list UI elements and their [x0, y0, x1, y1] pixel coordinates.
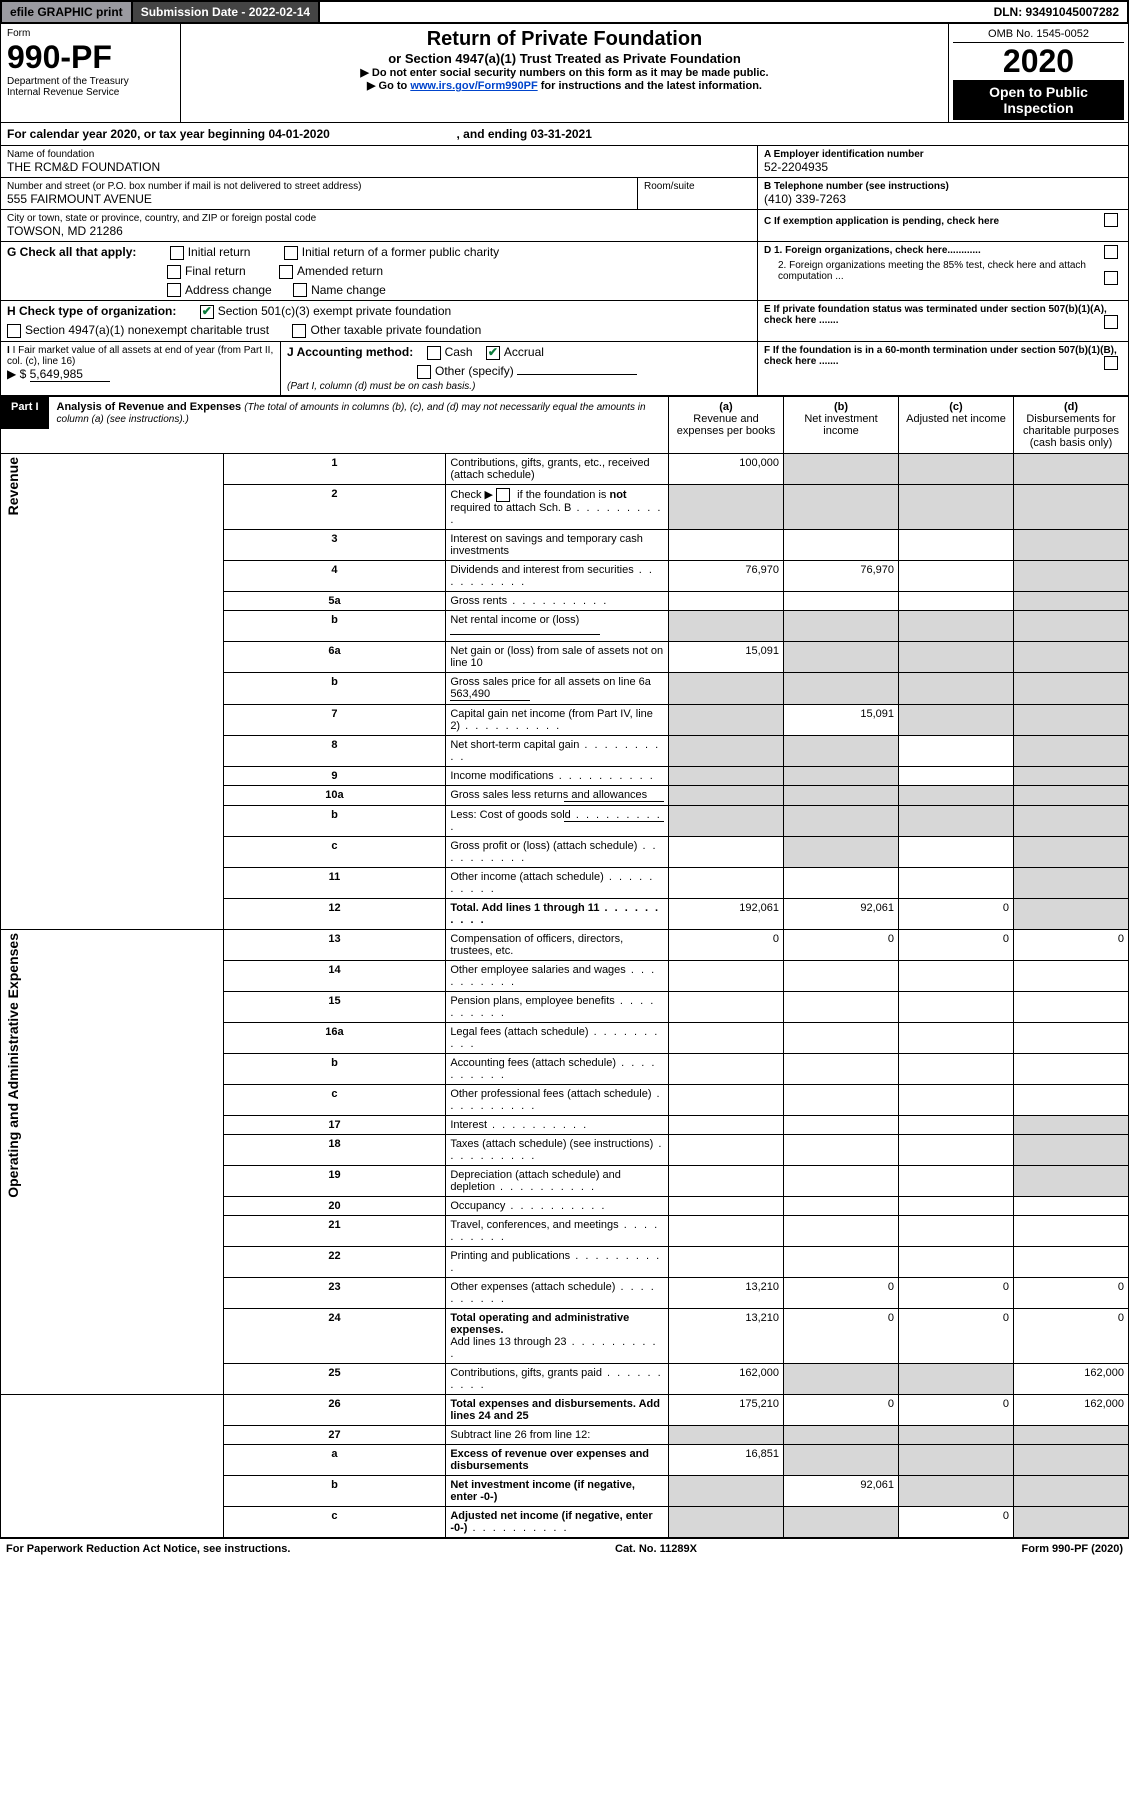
city-c-row: City or town, state or province, country… [0, 210, 1129, 242]
calendar-year-row: For calendar year 2020, or tax year begi… [0, 123, 1129, 146]
f-checkbox[interactable] [1104, 356, 1118, 370]
footer-mid: Cat. No. 11289X [615, 1543, 697, 1555]
name-ein-row: Name of foundation THE RCM&D FOUNDATION … [0, 146, 1129, 178]
g-initial-former-checkbox[interactable] [284, 246, 298, 260]
dln: DLN: 93491045007282 [986, 2, 1127, 22]
d2-checkbox[interactable] [1104, 271, 1118, 285]
j-label: J Accounting method: [287, 345, 413, 359]
d2-label: 2. Foreign organizations meeting the 85%… [778, 260, 1086, 282]
submission-date: Submission Date - 2022-02-14 [133, 2, 320, 22]
room-label: Room/suite [644, 181, 751, 192]
city-label: City or town, state or province, country… [7, 213, 751, 224]
form-title: Return of Private Foundation [187, 28, 942, 51]
g-final-checkbox[interactable] [167, 265, 181, 279]
irs-link[interactable]: www.irs.gov/Form990PF [410, 80, 537, 92]
j-cash-checkbox[interactable] [427, 346, 441, 360]
g-amended-checkbox[interactable] [279, 265, 293, 279]
h-other-checkbox[interactable] [292, 324, 306, 338]
e-checkbox[interactable] [1104, 315, 1118, 329]
footer: For Paperwork Reduction Act Notice, see … [0, 1538, 1129, 1559]
city-value: TOWSON, MD 21286 [7, 224, 751, 238]
l2-checkbox[interactable] [496, 488, 510, 502]
c-checkbox[interactable] [1104, 213, 1118, 227]
g-d-row: G Check all that apply: Initial return I… [0, 242, 1129, 301]
form-subtitle: or Section 4947(a)(1) Trust Treated as P… [187, 51, 942, 66]
top-bar: efile GRAPHIC print Submission Date - 20… [0, 0, 1129, 24]
h-e-row: H Check type of organization: Section 50… [0, 301, 1129, 342]
f-label: F If the foundation is in a 60-month ter… [764, 345, 1117, 367]
open-public: Open to Public Inspection [953, 80, 1124, 120]
h-label: H Check type of organization: [7, 304, 176, 318]
g-address-checkbox[interactable] [167, 283, 181, 297]
footer-right: Form 990-PF (2020) [1022, 1543, 1123, 1555]
j-other-checkbox[interactable] [417, 365, 431, 379]
j-note: (Part I, column (d) must be on cash basi… [287, 381, 751, 392]
ein-label: A Employer identification number [764, 149, 1122, 160]
i-value: 5,649,985 [30, 367, 110, 382]
i-label: I Fair market value of all assets at end… [7, 345, 273, 367]
omb-number: OMB No. 1545-0052 [953, 26, 1124, 43]
h-501c3-checkbox[interactable] [200, 305, 214, 319]
g-label: G Check all that apply: [7, 245, 136, 259]
ein-value: 52-2204935 [764, 160, 1122, 174]
phone-label: B Telephone number (see instructions) [764, 181, 1122, 192]
form-header: Form 990-PF Department of the Treasury I… [0, 24, 1129, 123]
dept1: Department of the Treasury [7, 76, 174, 87]
i-j-f-row: I I Fair market value of all assets at e… [0, 342, 1129, 396]
addr-label: Number and street (or P.O. box number if… [7, 181, 631, 192]
addr-value: 555 FAIRMOUNT AVENUE [7, 192, 631, 206]
d1-label: D 1. Foreign organizations, check here..… [764, 245, 981, 256]
instr-1: ▶ Do not enter social security numbers o… [187, 66, 942, 79]
expenses-side: Operating and Administrative Expenses [5, 933, 21, 1198]
efile-print-button[interactable]: efile GRAPHIC print [2, 2, 133, 22]
part1-tag: Part I [1, 397, 49, 429]
form-word: Form [7, 28, 174, 39]
j-accrual-checkbox[interactable] [486, 346, 500, 360]
g-name-checkbox[interactable] [293, 283, 307, 297]
tax-year: 2020 [953, 43, 1124, 80]
name-label: Name of foundation [7, 149, 751, 160]
part1-table: Part I Analysis of Revenue and Expenses … [0, 396, 1129, 1538]
address-phone-row: Number and street (or P.O. box number if… [0, 178, 1129, 210]
e-label: E If private foundation status was termi… [764, 304, 1107, 326]
dept2: Internal Revenue Service [7, 87, 174, 98]
form-number: 990-PF [7, 39, 174, 76]
phone-value: (410) 339-7263 [764, 192, 1122, 206]
revenue-side: Revenue [5, 457, 21, 515]
footer-left: For Paperwork Reduction Act Notice, see … [6, 1543, 290, 1555]
foundation-name: THE RCM&D FOUNDATION [7, 160, 751, 174]
d1-checkbox[interactable] [1104, 245, 1118, 259]
g-initial-checkbox[interactable] [170, 246, 184, 260]
h-4947-checkbox[interactable] [7, 324, 21, 338]
instr-2: ▶ Go to www.irs.gov/Form990PF for instru… [187, 79, 942, 92]
c-label: C If exemption application is pending, c… [764, 216, 999, 227]
